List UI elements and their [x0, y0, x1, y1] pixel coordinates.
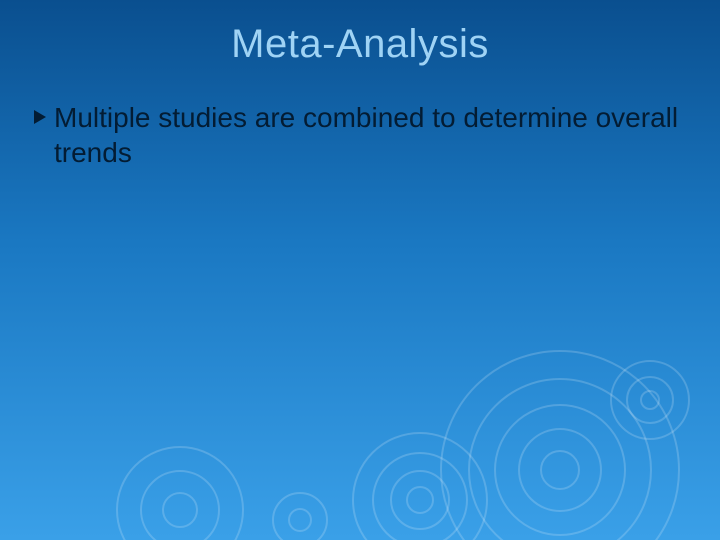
- slide: Meta-Analysis Multiple studies are combi…: [0, 0, 720, 540]
- bullet-text: Multiple studies are combined to determi…: [54, 100, 688, 170]
- ripple-ring: [610, 360, 690, 440]
- bullet-item: Multiple studies are combined to determi…: [32, 100, 688, 170]
- ripple-ring: [272, 492, 328, 540]
- slide-title: Meta-Analysis: [0, 22, 720, 67]
- chevron-right-icon: [32, 109, 48, 130]
